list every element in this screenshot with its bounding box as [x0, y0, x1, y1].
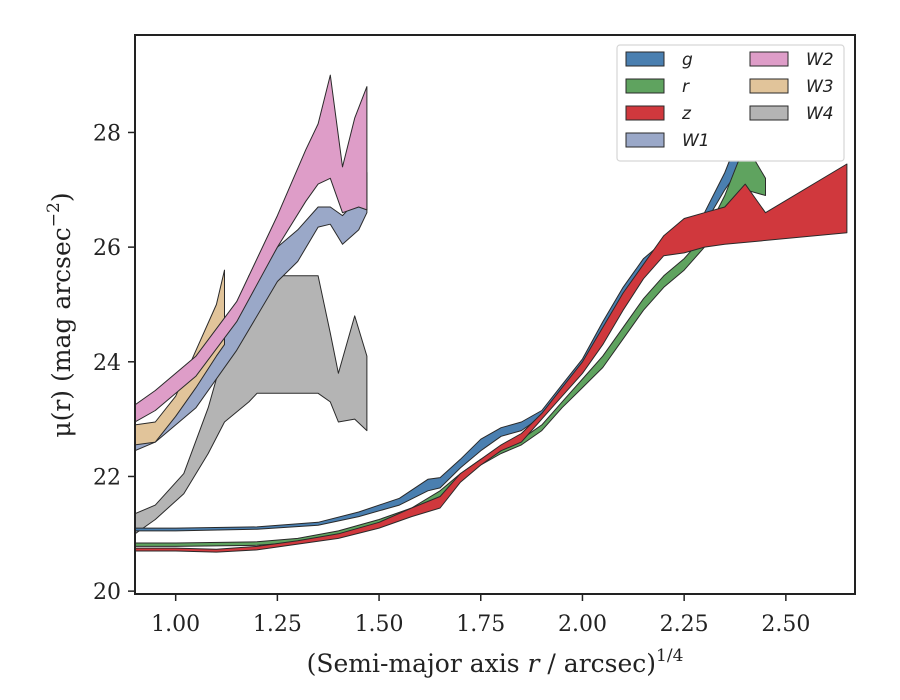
legend: grz W1 W2 W3 W4 [616, 44, 845, 162]
legend-label-w1: W1 [682, 131, 710, 151]
legend-swatch-w1 [625, 132, 665, 148]
x-tick-label: 1.25 [253, 612, 302, 637]
band-z [135, 163, 848, 553]
plot-frame [134, 34, 856, 595]
y-tick-label: 20 [93, 580, 121, 605]
legend-swatch-w4 [749, 105, 789, 121]
legend-swatch-w3 [749, 78, 789, 94]
x-tick-label: 2.50 [761, 612, 810, 637]
y-tick-label: 24 [93, 351, 121, 376]
y-axis-label: μ(r) (mag arcsec−2) [44, 192, 76, 437]
x-tick-label: 1.75 [456, 612, 505, 637]
legend-box [616, 44, 845, 162]
y-tick-label: 28 [93, 121, 121, 146]
legend-label-w2: W2 [806, 50, 834, 70]
legend-label-r: r [682, 77, 690, 97]
legend-label-z: z [681, 104, 692, 124]
x-tick-label: 2.00 [558, 612, 607, 637]
y-tick-label: 26 [93, 236, 121, 261]
x-axis-label: (Semi-major axis r / arcsec)1/4 [307, 646, 684, 678]
band-w2 [135, 74, 368, 423]
y-axis: 20 22 24 26 28 [93, 121, 135, 605]
x-tick-label: 2.25 [660, 612, 709, 637]
legend-label-w4: W4 [806, 104, 834, 124]
legend-label-g: g [682, 50, 693, 70]
band-w4 [135, 275, 368, 535]
legend-swatch-w2 [749, 51, 789, 67]
x-tick-label: 1.00 [151, 612, 200, 637]
legend-label-w3: W3 [806, 77, 834, 97]
x-tick-label: 1.50 [355, 612, 404, 637]
x-axis: 1.00 1.25 1.50 1.75 2.00 2.25 2.50 [151, 594, 810, 637]
legend-swatch-r [625, 78, 665, 94]
legend-swatch-g [625, 51, 665, 67]
legend-swatch-z [625, 105, 665, 121]
profile-bands [135, 63, 848, 553]
y-tick-label: 22 [93, 465, 121, 490]
